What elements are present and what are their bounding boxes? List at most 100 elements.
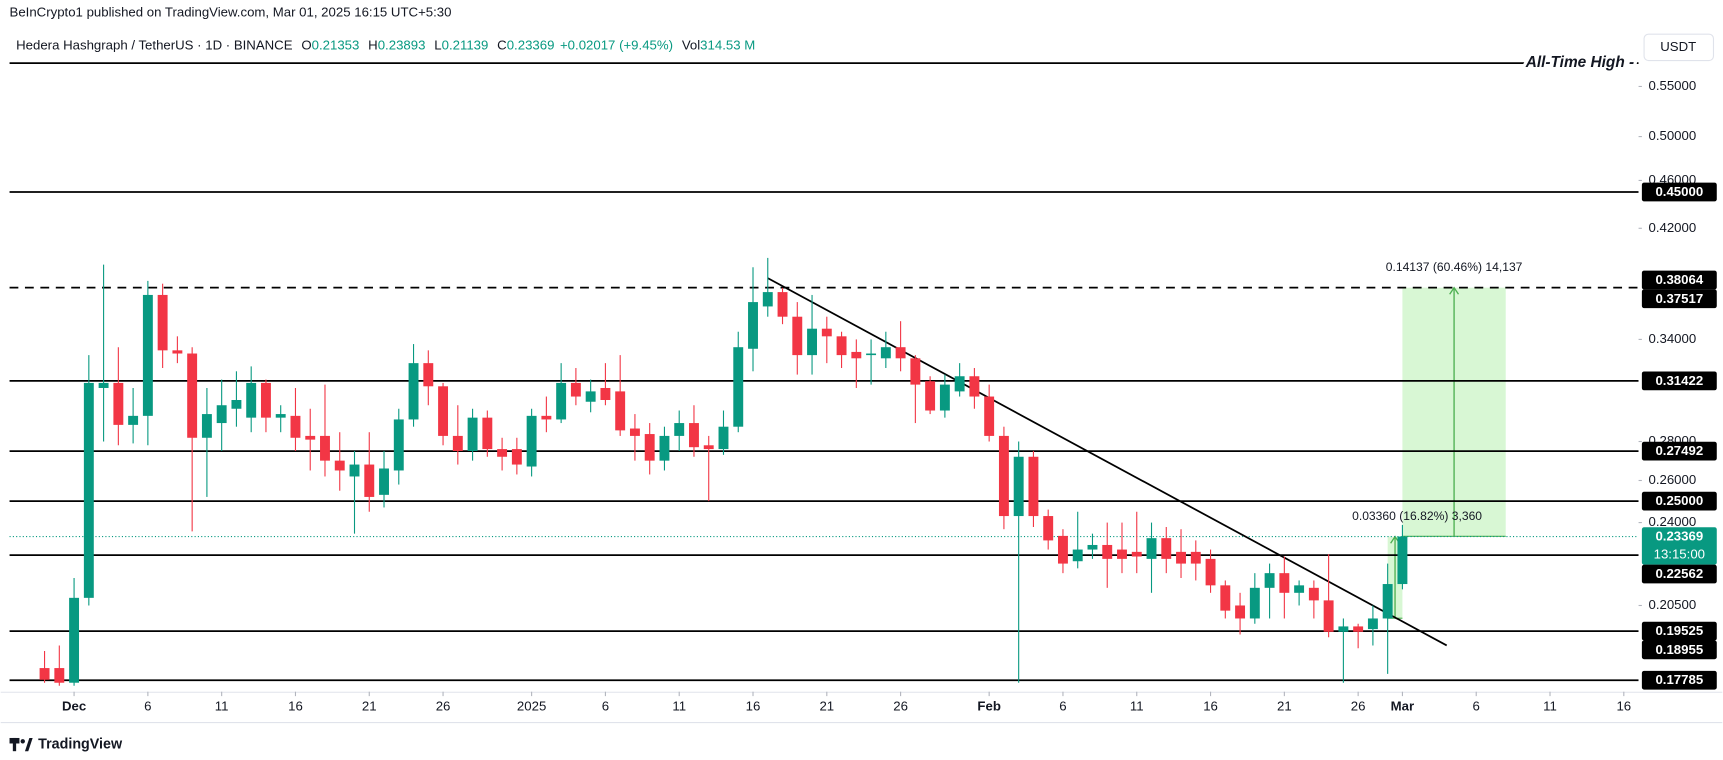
candle-body xyxy=(939,384,950,411)
candle-body xyxy=(1323,600,1334,632)
x-tick-label: Feb xyxy=(977,699,1000,714)
candle-body xyxy=(703,445,714,450)
candle-body xyxy=(1249,587,1260,619)
price-tag xyxy=(1641,270,1717,290)
candle-body xyxy=(157,294,168,351)
x-tick-label: 16 xyxy=(746,699,761,714)
candle-body xyxy=(1072,549,1083,562)
candle-body xyxy=(585,391,596,402)
candle-body xyxy=(851,351,862,359)
candle-body xyxy=(246,382,257,418)
candle-body xyxy=(880,347,891,359)
candle-body xyxy=(128,415,139,425)
price-tag xyxy=(1641,640,1717,660)
plot-area xyxy=(9,62,1639,686)
candle-body xyxy=(1264,573,1275,588)
candle-body xyxy=(511,449,522,465)
candle-body xyxy=(762,292,773,307)
measure-label: 0.14137 (60.46%) 14,137 xyxy=(1386,260,1523,274)
y-tick-label: 0.24000 xyxy=(1648,514,1696,529)
candle-body xyxy=(201,414,212,438)
x-tick-label: 26 xyxy=(1351,699,1366,714)
candle-body xyxy=(1028,456,1039,517)
candle-body xyxy=(570,382,581,397)
candle-body xyxy=(438,386,449,436)
price-tag-label: 0.38064 xyxy=(1655,272,1703,287)
candle-body xyxy=(1087,544,1098,550)
candle-body xyxy=(423,363,434,387)
price-axis: 0.550000.500000.460000.420000.340000.280… xyxy=(0,33,1723,724)
measure-arrowhead xyxy=(1449,286,1460,295)
candle-body xyxy=(792,316,803,356)
candle-body xyxy=(98,382,109,388)
x-tick-label: 6 xyxy=(1059,699,1066,714)
candle-body xyxy=(497,449,508,457)
price-tag-label: 0.37517 xyxy=(1655,291,1703,306)
candle-body xyxy=(290,415,301,438)
price-tag xyxy=(1641,371,1717,391)
y-tick-label: 0.50000 xyxy=(1648,128,1696,143)
legend-ohlc-value: 0.23893 xyxy=(378,38,426,53)
candle-body xyxy=(364,464,375,497)
candle-body xyxy=(733,347,744,427)
x-tick-label: 6 xyxy=(1473,699,1480,714)
price-tag-label: 0.18955 xyxy=(1655,642,1703,657)
price-tag-label: 0.25000 xyxy=(1655,493,1703,508)
legend-ohlc-label: O xyxy=(301,38,311,53)
ath-label: All-Time High - xyxy=(1525,54,1634,71)
candle-body xyxy=(349,464,360,477)
candle-body xyxy=(659,435,670,461)
candle-body xyxy=(187,353,198,438)
candle-body xyxy=(807,328,818,356)
candle-body xyxy=(275,414,286,418)
price-tag xyxy=(1641,670,1717,690)
candle-body xyxy=(69,597,80,683)
candle-body xyxy=(748,302,758,349)
candle-body xyxy=(1397,536,1408,585)
legend-ohlc-label: H xyxy=(368,38,378,53)
price-tag-label: 0.19525 xyxy=(1655,623,1703,638)
candle-body xyxy=(1235,605,1246,619)
x-tick-label: 11 xyxy=(1130,699,1144,714)
publisher-header: BeInCrypto1 published on TradingView.com… xyxy=(10,5,452,20)
candle-body xyxy=(1190,551,1201,564)
price-tag xyxy=(1641,527,1717,565)
candle-body xyxy=(526,415,537,467)
candle-body xyxy=(1043,516,1054,541)
candle-body xyxy=(1013,456,1024,517)
candle-body xyxy=(142,294,153,416)
candle-body xyxy=(984,396,995,436)
legend-volume-value: 314.53 M xyxy=(700,38,755,53)
trendline xyxy=(767,277,1448,647)
legend-volume-label: Vol xyxy=(682,38,700,53)
candle-body xyxy=(113,382,124,425)
price-tag xyxy=(1641,564,1717,584)
legend-ohlc-label: L xyxy=(434,38,441,53)
candle-body xyxy=(1146,538,1157,559)
currency-label: USDT xyxy=(1660,39,1696,54)
candle-body xyxy=(1353,626,1364,632)
currency-box xyxy=(1643,33,1715,62)
legend: Hedera Hashgraph / TetherUS · 1D · BINAN… xyxy=(16,38,755,53)
candle-body xyxy=(1161,538,1172,559)
candle-body xyxy=(1131,551,1142,557)
x-tick-label: 21 xyxy=(1277,699,1292,714)
candle-body xyxy=(216,405,227,424)
candle-body xyxy=(895,347,906,359)
candle-body xyxy=(954,376,965,392)
candle-body xyxy=(172,350,183,354)
candle-body xyxy=(452,435,463,451)
candle-body xyxy=(1117,549,1127,559)
x-tick-label: 6 xyxy=(144,699,151,714)
y-tick-label: 0.55000 xyxy=(1648,78,1696,93)
candle-body xyxy=(83,382,94,598)
x-tick-label: 26 xyxy=(893,699,908,714)
candle-body xyxy=(54,668,65,683)
candle-body xyxy=(629,428,640,436)
candle-body xyxy=(866,353,877,356)
candle-body xyxy=(674,423,685,436)
candle-body xyxy=(615,391,626,431)
candle-body xyxy=(600,387,611,401)
